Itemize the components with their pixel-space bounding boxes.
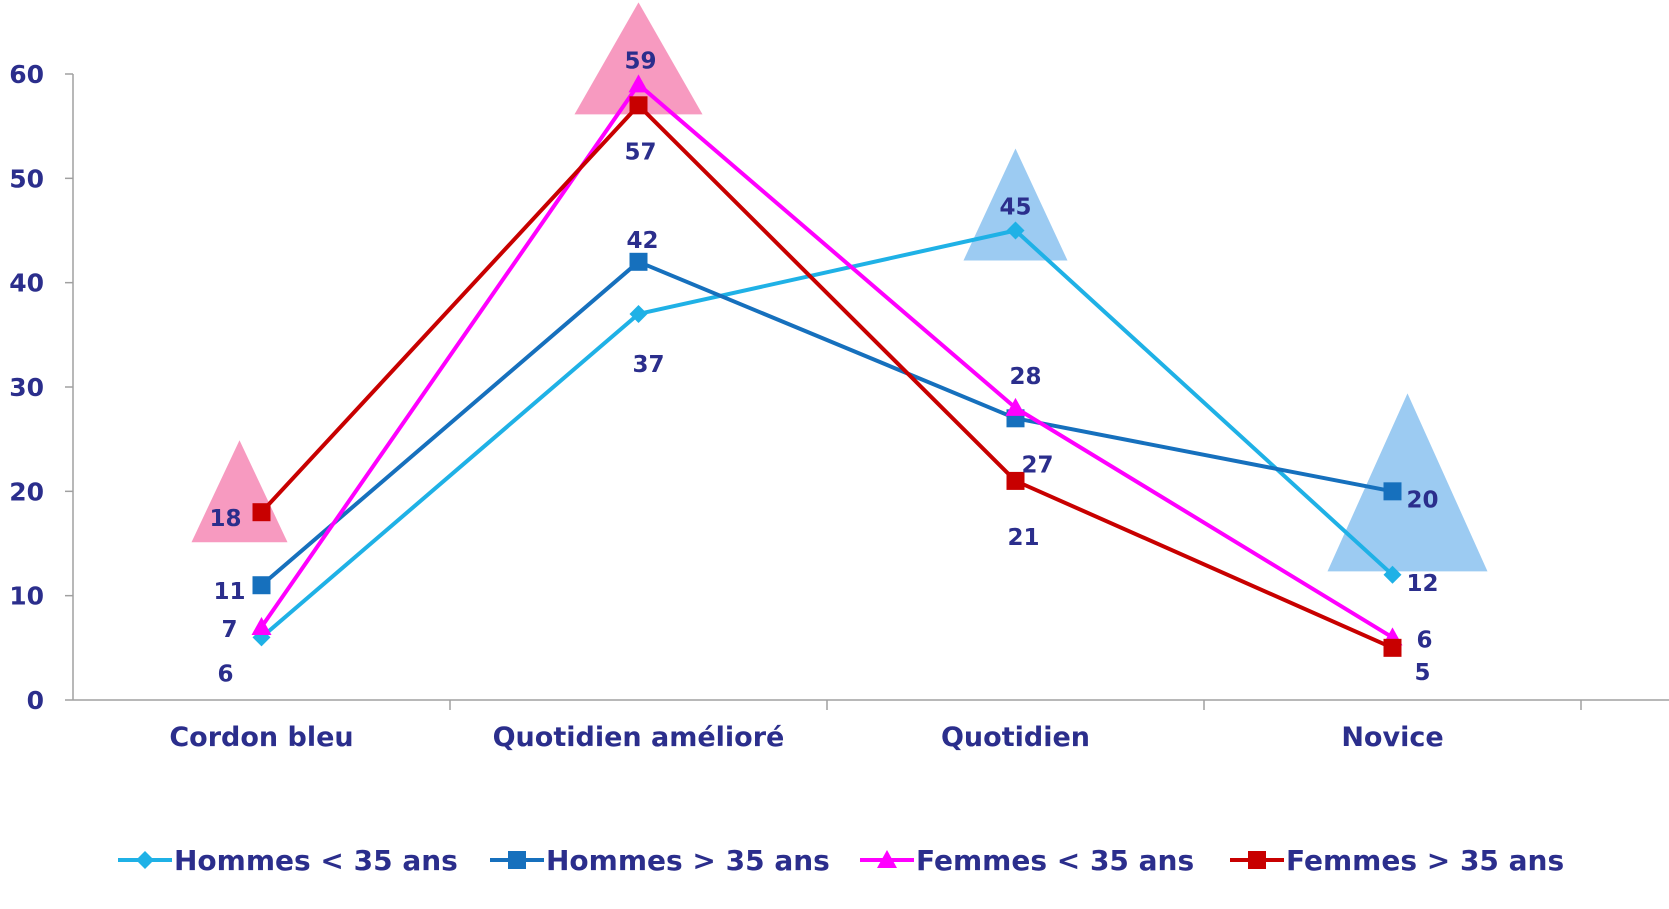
axes: 0 10 20 30 40 50 60 Cordon bleu Quotidien amélio… <box>9 60 1669 753</box>
data-point-hommes-gt-35-ans <box>629 252 648 271</box>
data-point-femmes-lt-35-ans <box>251 616 272 635</box>
legend-label-femmes-lt-35-ans: Femmes < 35 ans <box>916 844 1194 877</box>
legend-label-hommes-gt-35-ans: Hommes > 35 ans <box>546 844 830 877</box>
data-label-femmes-gt-35-ans: 21 <box>1007 525 1039 551</box>
series-line-hommes-gt-35-ans <box>260 259 1393 587</box>
legend-marker-hommes-gt-35-ans <box>508 851 526 869</box>
data-label-hommes-lt-35-ans: 12 <box>1406 571 1438 597</box>
legend-marker-hommes-lt-35-ans <box>136 851 154 869</box>
y-tick-label: 60 <box>9 60 44 89</box>
data-label-femmes-lt-35-ans: 6 <box>1416 627 1432 653</box>
data-point-hommes-gt-35-ans <box>1383 482 1402 501</box>
data-point-femmes-gt-35-ans <box>252 503 271 522</box>
data-label-hommes-gt-35-ans: 20 <box>1406 487 1438 513</box>
x-category-label: Quotidien amélioré <box>493 722 785 753</box>
data-point-hommes-lt-35-ans <box>629 304 648 323</box>
data-point-hommes-lt-35-ans <box>1006 221 1025 240</box>
legend: Hommes < 35 ans Hommes > 35 ans Femmes < 3… <box>118 844 1564 877</box>
data-point-femmes-gt-35-ans <box>1383 638 1402 657</box>
data-point-femmes-gt-35-ans <box>629 96 648 115</box>
series-line-femmes-lt-35-ans <box>259 82 1394 640</box>
y-tick-label: 30 <box>9 373 44 402</box>
legend-item-femmes-gt-35-ans: Femmes > 35 ans <box>1230 844 1564 877</box>
highlight-triangle-quotidien-ameliore <box>574 2 703 115</box>
y-tick-label: 20 <box>9 477 44 506</box>
data-label-femmes-lt-35-ans: 28 <box>1009 364 1041 390</box>
data-label-hommes-gt-35-ans: 11 <box>213 579 245 605</box>
legend-item-femmes-lt-35-ans: Femmes < 35 ans <box>860 844 1194 877</box>
legend-label-hommes-lt-35-ans: Hommes < 35 ans <box>174 844 458 877</box>
data-label-hommes-gt-35-ans: 42 <box>626 228 658 254</box>
y-tick-label: 40 <box>9 269 44 298</box>
series-layer <box>251 74 1403 657</box>
y-tick-label: 10 <box>9 582 44 611</box>
legend-marker-femmes-lt-35-ans <box>877 850 897 868</box>
data-labels: 6 37 45 12 11 42 27 20 7 59 28 6 18 57 21 5 <box>209 48 1438 687</box>
series-line-femmes-gt-35-ans <box>260 103 1394 650</box>
legend-label-femmes-gt-35-ans: Femmes > 35 ans <box>1286 844 1564 877</box>
highlight-triangle-novice <box>1327 393 1488 572</box>
legend-item-hommes-gt-35-ans: Hommes > 35 ans <box>490 844 830 877</box>
data-label-femmes-gt-35-ans: 5 <box>1414 660 1430 686</box>
data-label-hommes-gt-35-ans: 27 <box>1021 452 1053 478</box>
data-label-femmes-lt-35-ans: 7 <box>221 617 237 643</box>
data-label-femmes-gt-35-ans: 57 <box>624 139 656 165</box>
x-category-label: Cordon bleu <box>169 722 353 753</box>
data-point-hommes-gt-35-ans <box>252 576 271 595</box>
data-point-femmes-lt-35-ans <box>628 74 649 93</box>
x-category-label: Novice <box>1341 722 1443 753</box>
data-label-hommes-lt-35-ans: 6 <box>217 661 233 687</box>
data-label-femmes-gt-35-ans: 18 <box>209 506 241 532</box>
y-tick-label: 50 <box>9 164 44 193</box>
data-point-hommes-lt-35-ans <box>1383 565 1402 584</box>
data-point-femmes-lt-35-ans <box>1005 397 1026 416</box>
data-label-hommes-lt-35-ans: 45 <box>999 195 1031 221</box>
highlight-triangle-quotidien <box>963 148 1068 261</box>
x-category-label: Quotidien <box>941 722 1090 753</box>
data-label-hommes-lt-35-ans: 37 <box>632 352 664 378</box>
data-label-femmes-lt-35-ans: 59 <box>624 48 656 74</box>
legend-item-hommes-lt-35-ans: Hommes < 35 ans <box>118 844 458 877</box>
data-point-femmes-gt-35-ans <box>1006 471 1025 490</box>
y-tick-label: 0 <box>27 686 44 715</box>
legend-marker-femmes-gt-35-ans <box>1248 851 1266 869</box>
series-line-hommes-lt-35-ans <box>260 228 1394 639</box>
